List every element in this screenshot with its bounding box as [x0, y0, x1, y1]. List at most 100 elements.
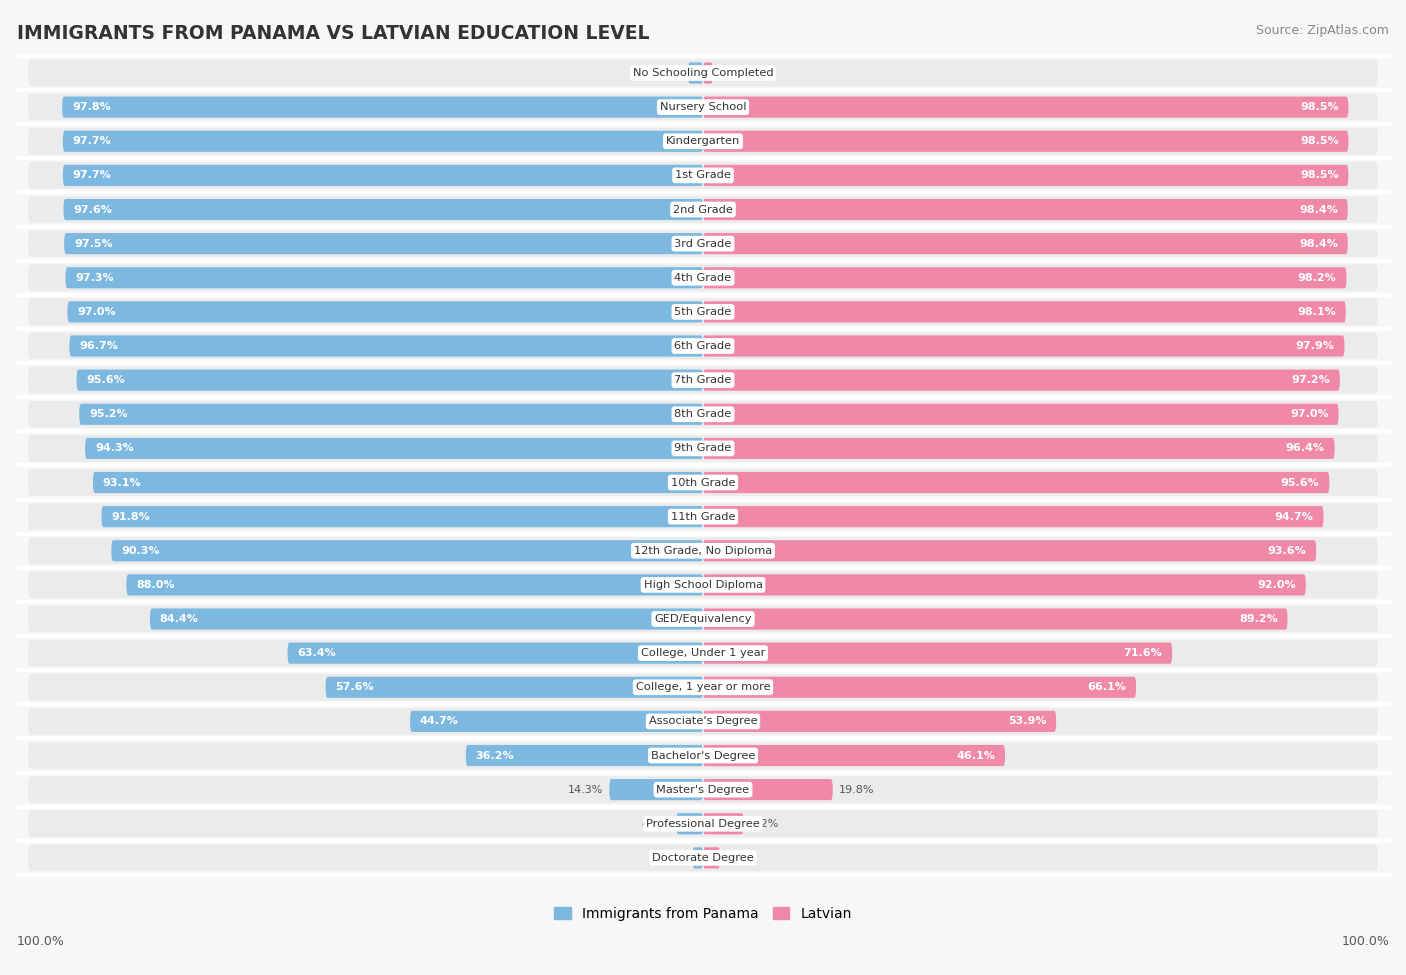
FancyBboxPatch shape: [28, 264, 1378, 292]
FancyBboxPatch shape: [65, 233, 703, 254]
Legend: Immigrants from Panama, Latvian: Immigrants from Panama, Latvian: [554, 907, 852, 920]
FancyBboxPatch shape: [79, 404, 703, 425]
Text: 98.4%: 98.4%: [1299, 239, 1339, 249]
Text: 5th Grade: 5th Grade: [675, 307, 731, 317]
Text: 97.0%: 97.0%: [1291, 410, 1329, 419]
Text: Associate's Degree: Associate's Degree: [648, 717, 758, 726]
Text: 98.5%: 98.5%: [1301, 102, 1339, 112]
Text: 94.7%: 94.7%: [1275, 512, 1313, 522]
Text: IMMIGRANTS FROM PANAMA VS LATVIAN EDUCATION LEVEL: IMMIGRANTS FROM PANAMA VS LATVIAN EDUCAT…: [17, 24, 650, 43]
FancyBboxPatch shape: [28, 196, 1378, 223]
Text: 97.9%: 97.9%: [1296, 341, 1334, 351]
FancyBboxPatch shape: [703, 745, 1005, 766]
Text: 96.4%: 96.4%: [1286, 444, 1324, 453]
FancyBboxPatch shape: [703, 608, 1288, 630]
Text: 94.3%: 94.3%: [96, 444, 134, 453]
FancyBboxPatch shape: [28, 128, 1378, 155]
FancyBboxPatch shape: [28, 640, 1378, 667]
Text: 12th Grade, No Diploma: 12th Grade, No Diploma: [634, 546, 772, 556]
Text: 1st Grade: 1st Grade: [675, 171, 731, 180]
FancyBboxPatch shape: [28, 162, 1378, 189]
FancyBboxPatch shape: [63, 199, 703, 220]
Text: 63.4%: 63.4%: [298, 648, 336, 658]
FancyBboxPatch shape: [465, 745, 703, 766]
FancyBboxPatch shape: [326, 677, 703, 698]
FancyBboxPatch shape: [703, 574, 1306, 596]
FancyBboxPatch shape: [703, 335, 1344, 357]
Text: 57.6%: 57.6%: [336, 682, 374, 692]
FancyBboxPatch shape: [703, 165, 1348, 186]
FancyBboxPatch shape: [28, 401, 1378, 428]
Text: 6.2%: 6.2%: [751, 819, 779, 829]
FancyBboxPatch shape: [703, 370, 1340, 391]
Text: 97.0%: 97.0%: [77, 307, 115, 317]
Text: 97.2%: 97.2%: [1291, 375, 1330, 385]
Text: 93.6%: 93.6%: [1268, 546, 1306, 556]
Text: 84.4%: 84.4%: [160, 614, 198, 624]
Text: 11th Grade: 11th Grade: [671, 512, 735, 522]
FancyBboxPatch shape: [703, 199, 1348, 220]
FancyBboxPatch shape: [28, 59, 1378, 87]
FancyBboxPatch shape: [411, 711, 703, 732]
FancyBboxPatch shape: [28, 571, 1378, 599]
Text: GED/Equivalency: GED/Equivalency: [654, 614, 752, 624]
Text: 88.0%: 88.0%: [136, 580, 174, 590]
Text: 66.1%: 66.1%: [1087, 682, 1126, 692]
Text: 89.2%: 89.2%: [1239, 614, 1278, 624]
Text: 4.1%: 4.1%: [641, 819, 669, 829]
FancyBboxPatch shape: [62, 97, 703, 118]
Text: Kindergarten: Kindergarten: [666, 136, 740, 146]
FancyBboxPatch shape: [688, 62, 703, 84]
Text: 9th Grade: 9th Grade: [675, 444, 731, 453]
FancyBboxPatch shape: [28, 810, 1378, 838]
Text: No Schooling Completed: No Schooling Completed: [633, 68, 773, 78]
FancyBboxPatch shape: [703, 677, 1136, 698]
Text: 98.5%: 98.5%: [1301, 171, 1339, 180]
FancyBboxPatch shape: [101, 506, 703, 527]
Text: 1.5%: 1.5%: [720, 68, 748, 78]
FancyBboxPatch shape: [703, 301, 1346, 323]
FancyBboxPatch shape: [703, 779, 832, 800]
FancyBboxPatch shape: [28, 94, 1378, 121]
FancyBboxPatch shape: [93, 472, 703, 493]
FancyBboxPatch shape: [66, 267, 703, 289]
Text: 1.6%: 1.6%: [658, 853, 686, 863]
Text: 98.1%: 98.1%: [1298, 307, 1336, 317]
FancyBboxPatch shape: [288, 643, 703, 664]
FancyBboxPatch shape: [28, 605, 1378, 633]
FancyBboxPatch shape: [150, 608, 703, 630]
Text: 97.5%: 97.5%: [75, 239, 112, 249]
Text: Nursery School: Nursery School: [659, 102, 747, 112]
FancyBboxPatch shape: [703, 813, 744, 835]
Text: 90.3%: 90.3%: [121, 546, 160, 556]
Text: 95.2%: 95.2%: [89, 410, 128, 419]
FancyBboxPatch shape: [28, 674, 1378, 701]
Text: High School Diploma: High School Diploma: [644, 580, 762, 590]
FancyBboxPatch shape: [111, 540, 703, 562]
FancyBboxPatch shape: [703, 233, 1348, 254]
FancyBboxPatch shape: [703, 62, 713, 84]
FancyBboxPatch shape: [86, 438, 703, 459]
Text: 19.8%: 19.8%: [839, 785, 875, 795]
Text: 14.3%: 14.3%: [568, 785, 603, 795]
FancyBboxPatch shape: [76, 370, 703, 391]
Text: 53.9%: 53.9%: [1008, 717, 1046, 726]
FancyBboxPatch shape: [28, 367, 1378, 394]
Text: 95.6%: 95.6%: [86, 375, 125, 385]
Text: 97.3%: 97.3%: [76, 273, 114, 283]
Text: Bachelor's Degree: Bachelor's Degree: [651, 751, 755, 760]
FancyBboxPatch shape: [28, 503, 1378, 530]
Text: 92.0%: 92.0%: [1257, 580, 1296, 590]
Text: Master's Degree: Master's Degree: [657, 785, 749, 795]
FancyBboxPatch shape: [703, 540, 1316, 562]
FancyBboxPatch shape: [67, 301, 703, 323]
FancyBboxPatch shape: [703, 506, 1323, 527]
FancyBboxPatch shape: [63, 165, 703, 186]
Text: 8th Grade: 8th Grade: [675, 410, 731, 419]
FancyBboxPatch shape: [28, 230, 1378, 257]
FancyBboxPatch shape: [63, 131, 703, 152]
Text: Source: ZipAtlas.com: Source: ZipAtlas.com: [1256, 24, 1389, 37]
Text: 46.1%: 46.1%: [956, 751, 995, 760]
Text: 71.6%: 71.6%: [1123, 648, 1163, 658]
Text: 2.6%: 2.6%: [727, 853, 755, 863]
